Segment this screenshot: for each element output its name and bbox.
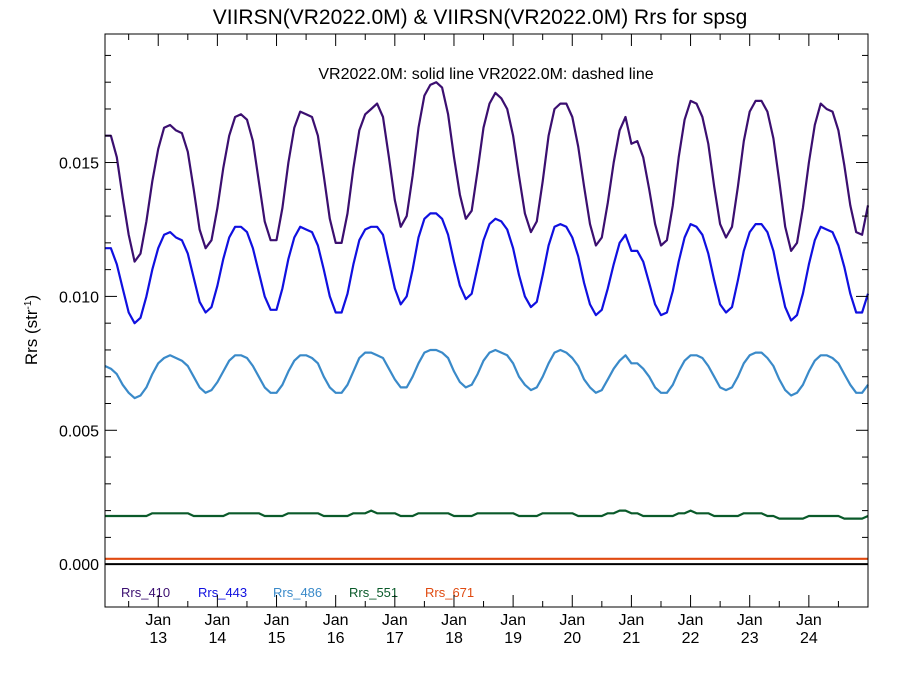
- x-tick-label-day: 15: [268, 630, 286, 647]
- legend-entry-rrs-443: Rrs_443: [198, 585, 247, 600]
- y-axis-label-sup: -1: [23, 300, 34, 309]
- y-axis-label: Rrs (str-1): [22, 295, 41, 365]
- x-tick-label-month: Jan: [204, 612, 230, 629]
- chart-title: VIIRSN(VR2022.0M) & VIIRSN(VR2022.0M) Rr…: [213, 6, 748, 29]
- series-line-rrs-410: [105, 81, 870, 263]
- x-tick-label-day: 19: [504, 630, 522, 647]
- x-tick-label-month: Jan: [145, 612, 171, 629]
- x-tick-label-day: 23: [741, 630, 759, 647]
- plot-frame: [104, 33, 869, 608]
- y-axis-label-close: ): [22, 295, 41, 301]
- x-tick-label-day: 17: [386, 630, 404, 647]
- x-tick-label-day: 22: [682, 630, 700, 647]
- y-tick-label: 0.015: [59, 156, 99, 173]
- x-tick-label-day: 20: [563, 630, 581, 647]
- x-tick-label-month: Jan: [737, 612, 763, 629]
- x-tick-label-day: 21: [623, 630, 641, 647]
- y-tick-label: 0.000: [59, 557, 99, 574]
- x-tick-label-month: Jan: [264, 612, 290, 629]
- series-line-rrs-486: [104, 348, 869, 400]
- legend-entry-rrs-486: Rrs_486: [273, 585, 322, 600]
- x-tick-label-day: 14: [208, 630, 226, 647]
- y-tick-label: 0.010: [59, 289, 99, 306]
- legend-entry-rrs-410: Rrs_410: [121, 585, 170, 600]
- legend: Rrs_410 Rrs_443 Rrs_486 Rrs_551 Rrs_671: [121, 585, 474, 600]
- legend-entry-rrs-671: Rrs_671: [425, 585, 474, 600]
- y-axis-label-main: Rrs (str: [22, 309, 41, 365]
- x-tick-label-day: 24: [800, 630, 818, 647]
- axes: 0.0000.0050.0100.015Jan13Jan14Jan15Jan16…: [59, 33, 869, 647]
- x-tick-label-month: Jan: [559, 612, 585, 629]
- x-tick-label-day: 13: [149, 630, 167, 647]
- y-tick-label: 0.005: [59, 423, 99, 440]
- legend-entry-rrs-551: Rrs_551: [349, 585, 398, 600]
- plot-lines: [104, 81, 870, 566]
- series-line-rrs-443: [105, 212, 870, 325]
- x-tick-label-day: 16: [327, 630, 345, 647]
- chart-subtitle: VR2022.0M: solid line VR2022.0M: dashed …: [318, 66, 653, 83]
- x-tick-label-month: Jan: [796, 612, 822, 629]
- x-tick-label-month: Jan: [382, 612, 408, 629]
- x-tick-label-day: 18: [445, 630, 463, 647]
- x-tick-label-month: Jan: [323, 612, 349, 629]
- x-tick-label-month: Jan: [678, 612, 704, 629]
- series-line-rrs-551: [105, 509, 869, 520]
- x-tick-label-month: Jan: [500, 612, 526, 629]
- x-tick-label-month: Jan: [619, 612, 645, 629]
- x-tick-label-month: Jan: [441, 612, 467, 629]
